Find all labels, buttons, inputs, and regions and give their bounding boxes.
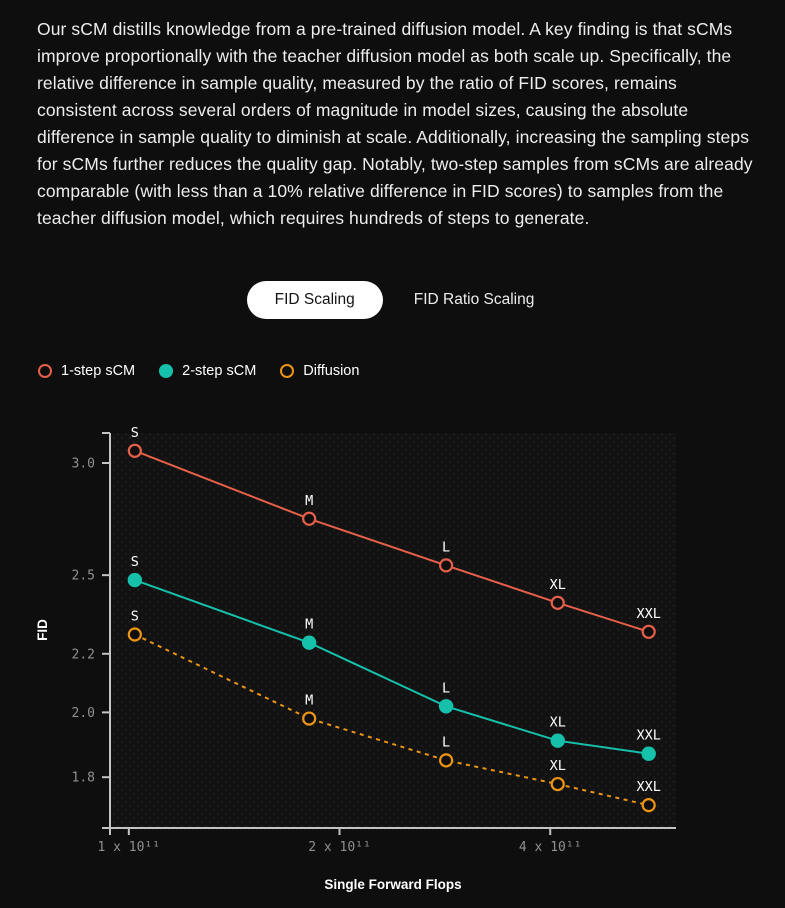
- legend-label: 1-step sCM: [61, 363, 136, 379]
- svg-text:2.5: 2.5: [72, 569, 95, 584]
- svg-text:XXL: XXL: [636, 779, 660, 795]
- chart-legend: 1-step sCM 2-step sCM Diffusion: [38, 361, 359, 381]
- legend-label: Diffusion: [303, 363, 360, 379]
- open-circle-icon: [280, 364, 295, 378]
- svg-text:XL: XL: [550, 715, 566, 731]
- svg-text:XL: XL: [550, 758, 566, 774]
- svg-text:S: S: [131, 554, 139, 570]
- x-axis-title: Single Forward Flops: [324, 877, 461, 892]
- svg-text:S: S: [131, 609, 139, 625]
- svg-text:2.0: 2.0: [72, 706, 95, 721]
- svg-text:3.0: 3.0: [72, 457, 95, 472]
- svg-text:L: L: [442, 734, 450, 750]
- chart-root: 3.0 2.5 2.2 2.0 1.8 1 x 10¹¹ 2 x 10¹¹ 4 x 10¹¹ F…: [35, 425, 676, 892]
- svg-text:2.2: 2.2: [72, 647, 95, 662]
- legend-item-2-step-scm[interactable]: 2-step sCM: [159, 363, 256, 379]
- tab-fid-ratio-scaling[interactable]: FID Ratio Scaling: [410, 281, 539, 319]
- y-axis-title: FID: [35, 619, 50, 641]
- axes: [102, 432, 676, 835]
- svg-text:M: M: [305, 617, 313, 633]
- series-1-step-scm: S M L XL XXL: [127, 425, 661, 639]
- svg-text:XXL: XXL: [636, 728, 660, 744]
- svg-text:L: L: [442, 539, 450, 555]
- svg-text:L: L: [442, 680, 450, 696]
- svg-text:1 x 10¹¹: 1 x 10¹¹: [97, 840, 160, 855]
- filled-circle-icon: [159, 364, 174, 378]
- series-2-step-scm: S M L XL XXL: [127, 554, 661, 761]
- legend-item-1-step-scm[interactable]: 1-step sCM: [38, 363, 135, 379]
- chart-svg: 3.0 2.5 2.2 2.0 1.8 1 x 10¹¹ 2 x 10¹¹ 4 x 10¹¹ F…: [35, 425, 676, 892]
- plot-area: [110, 433, 676, 827]
- tick-labels: 3.0 2.5 2.2 2.0 1.8 1 x 10¹¹ 2 x 10¹¹ 4 x 10¹¹: [72, 457, 582, 855]
- svg-text:XL: XL: [550, 577, 566, 593]
- legend-label: 2-step sCM: [182, 363, 257, 379]
- open-circle-icon: [38, 364, 52, 378]
- intro-text: Our sCM distills knowledge from a pre-tr…: [37, 19, 753, 228]
- view-toggle: FID Scaling FID Ratio Scaling: [0, 281, 785, 319]
- tab-fid-scaling[interactable]: FID Scaling: [246, 281, 383, 319]
- svg-text:XXL: XXL: [636, 606, 660, 622]
- svg-text:1.8: 1.8: [72, 771, 95, 786]
- svg-text:2 x 10¹¹: 2 x 10¹¹: [308, 840, 371, 855]
- svg-text:S: S: [131, 425, 139, 441]
- fid-scaling-chart: 3.0 2.5 2.2 2.0 1.8 1 x 10¹¹ 2 x 10¹¹ 4 x 10¹¹ F…: [0, 420, 785, 908]
- svg-text:4 x 10¹¹: 4 x 10¹¹: [519, 840, 582, 855]
- legend-item-diffusion[interactable]: Diffusion: [280, 363, 359, 379]
- svg-text:M: M: [305, 493, 313, 509]
- series-diffusion: S M L XL XXL: [127, 609, 661, 813]
- svg-text:M: M: [305, 693, 313, 709]
